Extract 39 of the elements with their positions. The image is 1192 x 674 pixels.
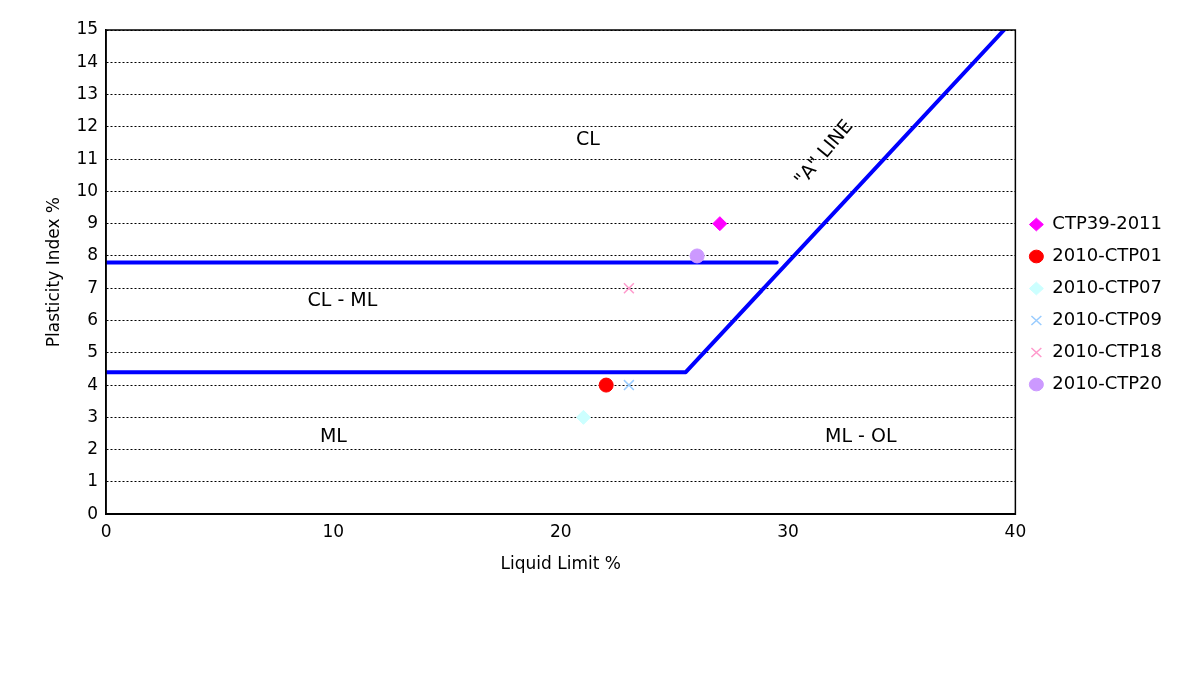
point	[623, 379, 635, 391]
annotation: ML - OL	[825, 423, 897, 446]
y-tick-label: 0	[87, 502, 99, 523]
point	[712, 216, 728, 232]
point	[623, 282, 635, 294]
y-tick-label: 2	[87, 438, 99, 459]
y-tick-label: 15	[76, 18, 99, 39]
y-tick-label: 9	[87, 212, 99, 233]
point	[598, 377, 614, 393]
x-tick-label: 10	[322, 520, 345, 541]
x-axis-title: Liquid Limit %	[500, 553, 621, 574]
point	[575, 409, 591, 425]
y-tick-label: 8	[87, 244, 99, 265]
x-tick-label: 40	[1004, 520, 1027, 541]
y-tick-label: 12	[76, 115, 99, 136]
annotation: CL	[576, 126, 601, 149]
legend-label: 2010-CTP20	[1052, 372, 1163, 394]
annotation: CL - ML	[307, 288, 378, 311]
y-tick-label: 6	[87, 308, 99, 329]
y-tick-label: 10	[76, 179, 99, 200]
y-tick-label: 4	[87, 373, 99, 394]
y-tick-label: 11	[76, 147, 99, 168]
y-tick-label: 3	[87, 405, 99, 426]
point	[689, 248, 705, 264]
y-tick-label: 14	[76, 50, 99, 71]
x-tick-label: 20	[549, 520, 572, 541]
legend-label: 2010-CTP18	[1052, 340, 1163, 362]
x-tick-label: 0	[100, 520, 112, 541]
legend-label: 2010-CTP09	[1052, 308, 1163, 330]
legend-label: 2010-CTP07	[1052, 276, 1163, 298]
y-tick-label: 1	[87, 470, 99, 491]
legend-label: CTP39-2011	[1052, 212, 1163, 234]
y-axis-title: Plasticity Index %	[42, 197, 63, 348]
y-tick-label: 13	[76, 82, 99, 103]
y-tick-label: 5	[87, 341, 99, 362]
y-tick-label: 7	[87, 276, 99, 297]
legend-label: 2010-CTP01	[1052, 244, 1163, 266]
x-tick-label: 30	[777, 520, 799, 541]
annotation: ML	[319, 423, 348, 446]
